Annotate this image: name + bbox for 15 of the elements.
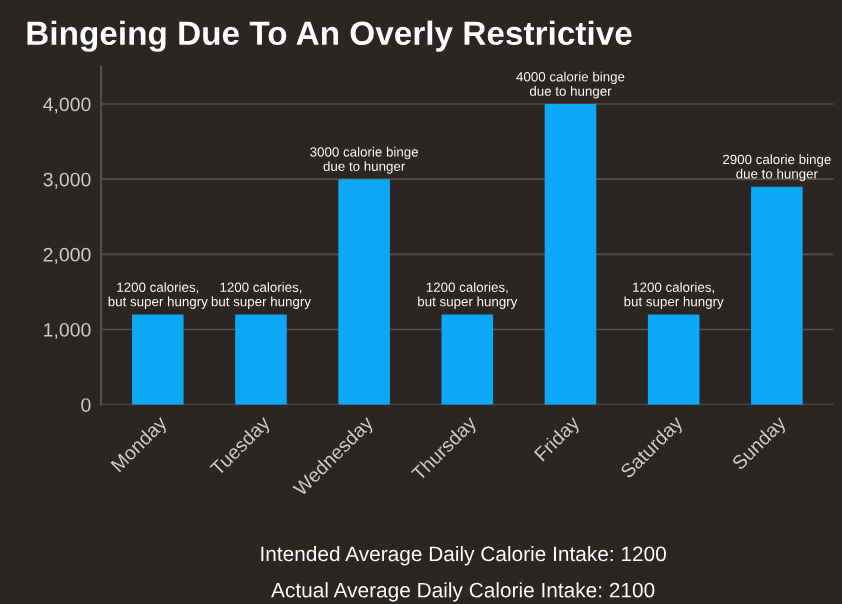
y-tick-label: 4,000 [43,97,91,114]
y-tick-label: 2,000 [43,247,91,264]
bar [235,314,287,405]
bar [338,179,390,405]
bar [751,186,803,405]
y-tick-label: 1,000 [44,322,91,340]
bar [131,314,184,405]
y-tick-label: 3,000 [43,172,91,189]
chart-title: Bingeing Due To An Overly Restrictive [27,20,632,52]
bar [647,314,700,405]
bar [441,314,494,405]
text: Actual Average Daily Calorie Intake: 2100 [271,582,655,602]
y-tick-label: 0 [81,398,91,412]
text: Intended Average Daily Calorie Intake: 1200 [261,545,666,566]
bar [544,104,597,405]
